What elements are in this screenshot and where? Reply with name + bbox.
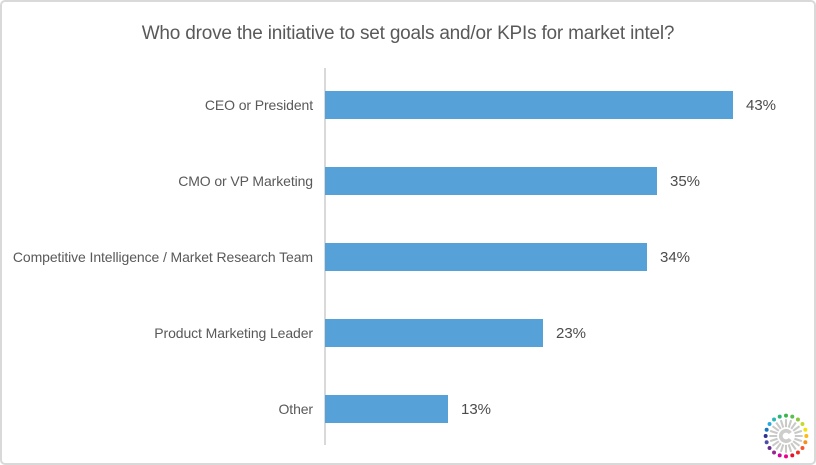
bar-row: CMO or VP Marketing 35% bbox=[2, 143, 814, 219]
category-label: Other bbox=[278, 401, 313, 417]
bar-track: 23% bbox=[325, 295, 814, 371]
value-label: 13% bbox=[461, 400, 492, 418]
category-label: Product Marketing Leader bbox=[154, 325, 313, 341]
value-label: 43% bbox=[746, 96, 777, 114]
value-label: 23% bbox=[556, 324, 587, 342]
bar-track: 35% bbox=[325, 143, 814, 219]
bar-row: Product Marketing Leader 23% bbox=[2, 295, 814, 371]
plot-rows: CEO or President 43% CMO or VP Marketing… bbox=[2, 67, 814, 447]
value-label: 35% bbox=[670, 172, 701, 190]
value-label: 34% bbox=[660, 248, 691, 266]
bar-row: CEO or President 43% bbox=[2, 67, 814, 143]
plot-area: CEO or President 43% CMO or VP Marketing… bbox=[2, 67, 814, 447]
bar bbox=[325, 243, 647, 271]
bar-track: 13% bbox=[325, 371, 814, 447]
bar bbox=[325, 395, 448, 423]
category-label: Competitive Intelligence / Market Resear… bbox=[12, 249, 313, 265]
bar-row: Other 13% bbox=[2, 371, 814, 447]
bar bbox=[325, 91, 733, 119]
bar bbox=[325, 167, 657, 195]
category-label: CMO or VP Marketing bbox=[178, 173, 313, 189]
chart-title: Who drove the initiative to set goals an… bbox=[141, 23, 675, 44]
bar-row: Competitive Intelligence / Market Resear… bbox=[2, 219, 814, 295]
bar-track: 43% bbox=[325, 67, 814, 143]
bar-track: 34% bbox=[325, 219, 814, 295]
category-label: CEO or President bbox=[204, 97, 313, 113]
starburst-logo bbox=[763, 413, 809, 459]
bar bbox=[325, 319, 543, 347]
